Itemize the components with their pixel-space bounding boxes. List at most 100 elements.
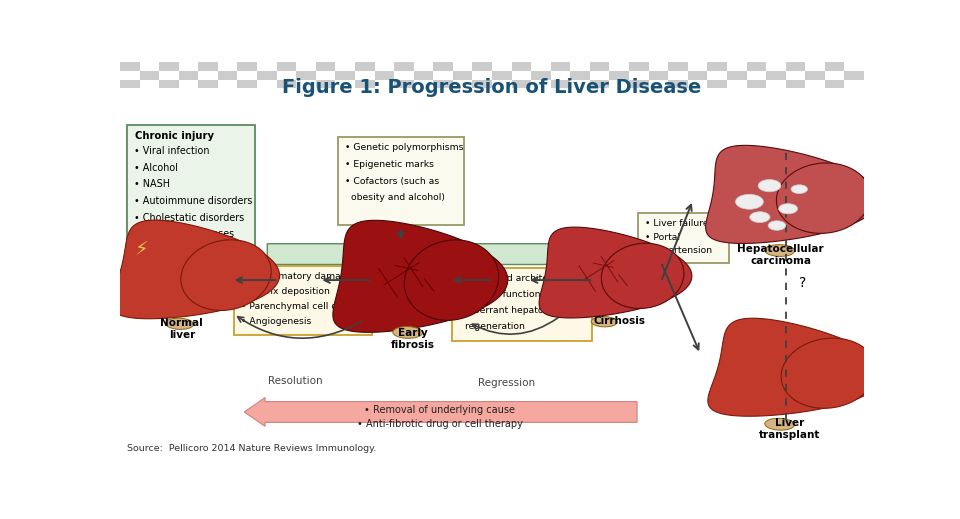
Bar — [276, 79, 297, 88]
Circle shape — [791, 185, 807, 194]
Bar — [374, 71, 395, 79]
FancyBboxPatch shape — [452, 268, 592, 341]
Bar — [785, 71, 805, 79]
Bar — [805, 62, 825, 71]
Bar — [492, 71, 512, 79]
Bar — [747, 62, 766, 71]
Text: • Cofactors (such as: • Cofactors (such as — [345, 176, 439, 186]
Bar — [120, 71, 139, 79]
PathPatch shape — [110, 220, 279, 319]
Bar — [218, 79, 237, 88]
Bar — [159, 71, 179, 79]
Bar — [257, 71, 276, 79]
Text: Cirrhosis: Cirrhosis — [594, 316, 646, 326]
Text: regeneration: regeneration — [459, 322, 524, 331]
Bar — [766, 62, 785, 71]
Text: Early
fibrosis: Early fibrosis — [391, 328, 434, 350]
Bar — [570, 79, 589, 88]
Bar — [453, 71, 472, 79]
PathPatch shape — [180, 240, 271, 310]
Bar — [687, 62, 708, 71]
Bar — [570, 71, 589, 79]
Bar — [589, 71, 610, 79]
Bar — [708, 71, 727, 79]
Bar — [727, 71, 747, 79]
Bar — [433, 79, 453, 88]
Bar — [805, 71, 825, 79]
Bar — [414, 79, 433, 88]
Text: Normal
liver: Normal liver — [160, 318, 204, 339]
Bar — [492, 62, 512, 71]
Text: ?: ? — [800, 276, 806, 290]
Bar — [297, 62, 316, 71]
Bar — [453, 62, 472, 71]
Bar — [845, 71, 864, 79]
Bar — [610, 79, 629, 88]
Ellipse shape — [393, 326, 422, 338]
Bar — [453, 79, 472, 88]
Bar — [335, 79, 355, 88]
Circle shape — [750, 212, 770, 223]
Bar — [276, 71, 297, 79]
Bar — [316, 62, 335, 71]
Text: • Epigenetic marks: • Epigenetic marks — [345, 160, 434, 169]
Bar — [512, 62, 531, 71]
Bar — [335, 62, 355, 71]
Bar — [589, 62, 610, 71]
Text: • Liver failure: • Liver failure — [644, 219, 708, 228]
Bar — [629, 62, 649, 71]
Bar — [589, 79, 610, 88]
Bar — [374, 79, 395, 88]
PathPatch shape — [706, 145, 879, 243]
PathPatch shape — [404, 240, 498, 320]
FancyBboxPatch shape — [128, 126, 255, 249]
PathPatch shape — [781, 338, 876, 408]
Bar — [179, 71, 199, 79]
Bar — [766, 79, 785, 88]
Bar — [414, 62, 433, 71]
Bar — [433, 71, 453, 79]
Text: Source:  Pellicoro 2014 Nature Reviews Immunology.: Source: Pellicoro 2014 Nature Reviews Im… — [128, 444, 377, 453]
Text: Regression: Regression — [478, 378, 536, 388]
Bar — [218, 71, 237, 79]
Bar — [237, 71, 257, 79]
PathPatch shape — [333, 220, 508, 332]
FancyBboxPatch shape — [637, 213, 729, 263]
Text: • Aberrant hepatocyte: • Aberrant hepatocyte — [459, 306, 563, 315]
PathPatch shape — [777, 163, 871, 234]
Bar — [551, 62, 570, 71]
Bar — [355, 62, 374, 71]
Text: • NASH: • NASH — [134, 180, 170, 189]
FancyArrow shape — [267, 240, 624, 269]
Text: • Removal of underlying cause: • Removal of underlying cause — [365, 405, 516, 415]
Bar — [727, 79, 747, 88]
Bar — [257, 62, 276, 71]
Bar — [120, 79, 139, 88]
Text: • Loss of function: • Loss of function — [459, 290, 540, 298]
Bar — [395, 62, 414, 71]
Bar — [257, 79, 276, 88]
Bar — [355, 71, 374, 79]
Bar — [747, 79, 766, 88]
Text: • Metabolic diseases: • Metabolic diseases — [134, 229, 234, 239]
Text: Hepatocellular
carcinoma: Hepatocellular carcinoma — [737, 244, 824, 266]
Text: • Matrix deposition: • Matrix deposition — [241, 286, 329, 296]
Text: • Autoimmune disorders: • Autoimmune disorders — [134, 196, 252, 206]
Bar — [139, 62, 159, 71]
Bar — [747, 71, 766, 79]
Bar — [629, 79, 649, 88]
Bar — [297, 79, 316, 88]
Bar — [687, 71, 708, 79]
Text: ⚡: ⚡ — [134, 241, 148, 260]
Circle shape — [735, 194, 763, 209]
Bar — [139, 71, 159, 79]
Bar — [531, 62, 551, 71]
Text: • Angiogenesis: • Angiogenesis — [241, 317, 311, 325]
Ellipse shape — [165, 318, 194, 330]
Bar — [355, 79, 374, 88]
Bar — [825, 71, 845, 79]
Circle shape — [758, 180, 780, 192]
Bar — [531, 71, 551, 79]
Bar — [766, 71, 785, 79]
Bar — [649, 62, 668, 71]
